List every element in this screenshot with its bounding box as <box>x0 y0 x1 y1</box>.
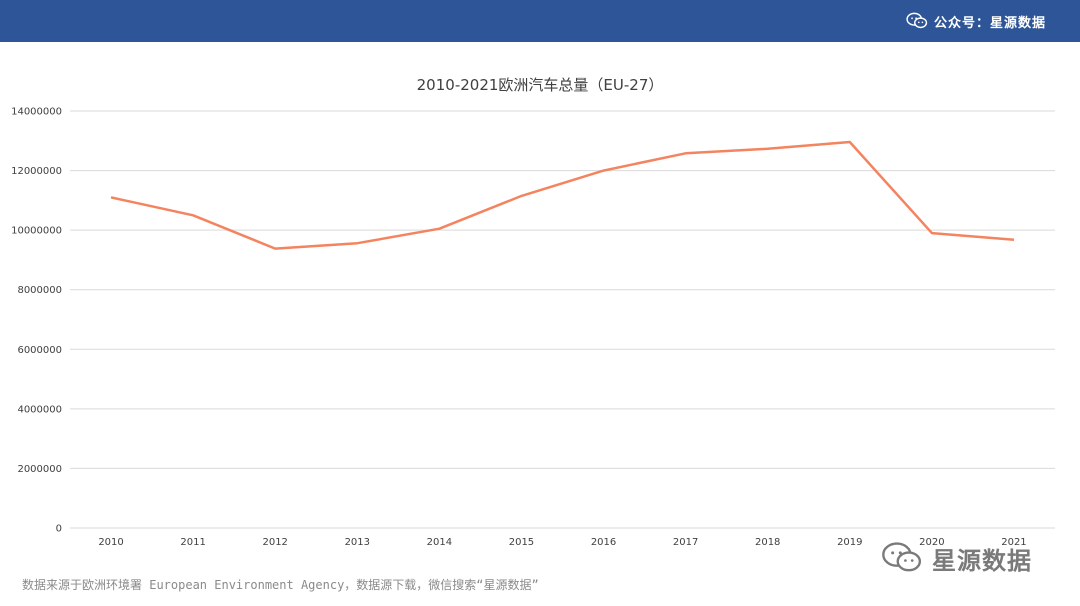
x-tick-label: 2017 <box>673 537 698 548</box>
chart-title: 2010-2021欧洲汽车总量（EU-27） <box>416 76 664 94</box>
x-tick-label: 2012 <box>262 537 287 548</box>
source-footnote: 数据来源于欧洲环境署 European Environment Agency，数… <box>22 578 539 592</box>
x-tick-label: 2020 <box>919 537 944 548</box>
y-tick-label: 0 <box>56 524 62 535</box>
y-tick-label: 14000000 <box>11 107 62 118</box>
y-axis-ticks: 0 2000000 4000000 6000000 8000000 10000000 120… <box>11 107 62 535</box>
wechat-icon <box>906 12 928 29</box>
gridlines <box>70 110 1055 529</box>
y-tick-label: 10000000 <box>11 226 62 237</box>
y-tick-label: 8000000 <box>17 285 62 296</box>
series-line <box>110 140 1015 250</box>
x-tick-label: 2013 <box>345 537 370 548</box>
y-tick-label: 4000000 <box>17 404 62 415</box>
x-tick-label: 2011 <box>180 537 205 548</box>
x-tick-label: 2014 <box>427 537 452 548</box>
wechat-icon <box>882 542 922 572</box>
x-tick-label: 2015 <box>509 537 534 548</box>
y-tick-label: 6000000 <box>17 345 62 356</box>
watermark-text: 星源数据 <box>932 546 1032 575</box>
watermark: 星源数据 <box>880 540 1032 576</box>
account-label: 公众号：星源数据 <box>906 11 1046 31</box>
header-bar: 公众号：星源数据 <box>0 0 1080 42</box>
y-tick-label: 12000000 <box>11 166 62 177</box>
x-tick-label: 2019 <box>837 537 862 548</box>
x-tick-label: 2016 <box>591 537 616 548</box>
account-text: 公众号：星源数据 <box>933 15 1046 31</box>
x-tick-label: 2010 <box>98 537 123 548</box>
x-axis-ticks: 2010 2011 2012 2013 2014 2015 2016 2017 2018 2019… <box>98 537 1026 548</box>
y-tick-label: 2000000 <box>17 464 62 475</box>
x-tick-label: 2021 <box>1001 537 1026 548</box>
x-tick-label: 2018 <box>755 537 780 548</box>
